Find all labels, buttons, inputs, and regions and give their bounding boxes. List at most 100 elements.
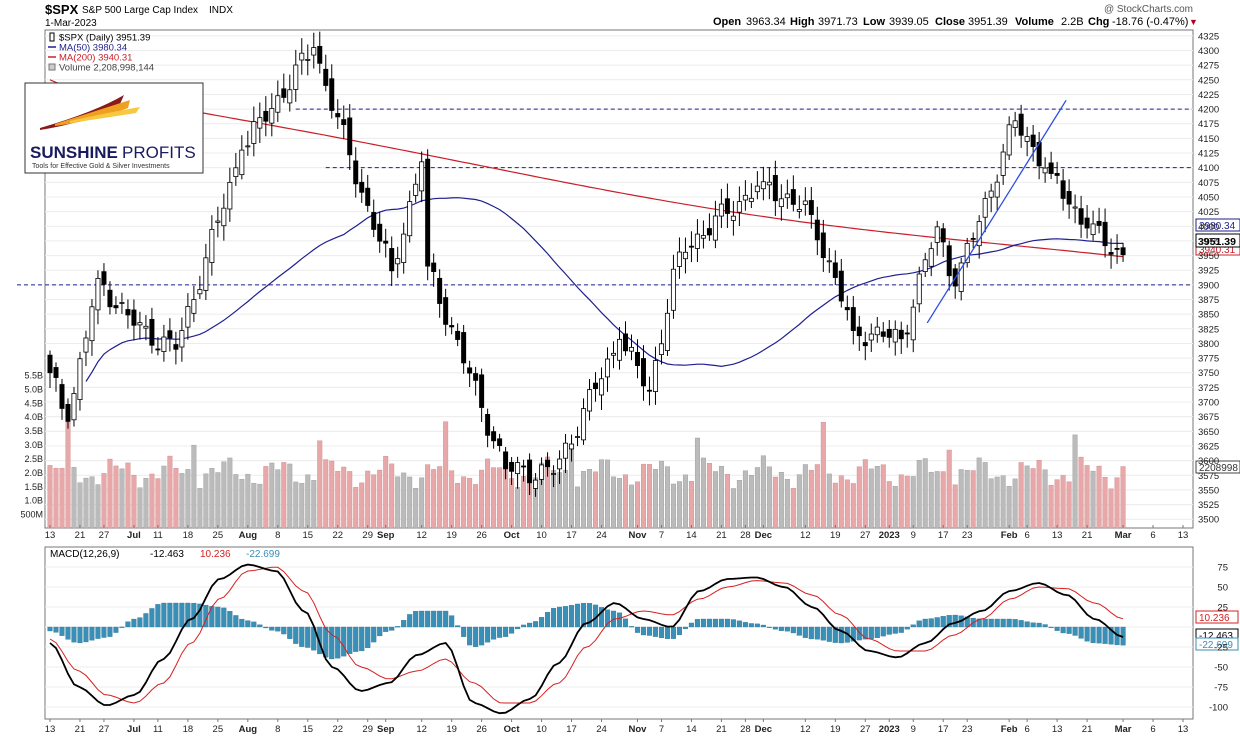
macd-hist-bar [982, 618, 988, 628]
candle-body [299, 52, 305, 61]
volume-bar [820, 421, 826, 529]
macd-hist-bar [329, 626, 335, 660]
ma200-tag: 3940.31 [1199, 245, 1236, 256]
chart-date: 1-Mar-2023 [45, 18, 97, 29]
volume-bar [317, 440, 323, 529]
x-tick-label: 14 [686, 530, 697, 541]
volume-bar [233, 474, 239, 529]
volume-bar [712, 471, 718, 529]
candle-body [587, 389, 593, 412]
volume-bar [257, 483, 263, 529]
y-tick-label: 3975 [1198, 236, 1219, 247]
macd-hist-bar [814, 626, 820, 640]
macd-hist-bar [305, 626, 311, 648]
volume-bar [365, 470, 371, 529]
chart-description: S&P 500 Large Cap Index [82, 5, 198, 16]
candle-body [682, 251, 688, 260]
volume-bar [353, 487, 359, 529]
macd-hist-bar [1108, 626, 1114, 645]
macd-hist-bar [521, 624, 527, 628]
y-tick-label: 3575 [1198, 471, 1219, 482]
volume-bar [71, 467, 77, 529]
candle-body [137, 322, 143, 326]
macd-legend: MACD(12,26,9) -12.463 10.236 -22.699 [50, 549, 280, 560]
macd-hist-bar [598, 607, 605, 628]
x-tick-label: 24 [596, 530, 607, 541]
volume-bar [437, 466, 443, 529]
y-tick-label: 4050 [1198, 192, 1219, 203]
volume-bar [491, 467, 497, 529]
y-tick-label: 4175 [1198, 119, 1219, 130]
x-tick-label: 6 [1024, 530, 1029, 541]
volume-bar [856, 466, 862, 529]
macd-hist-bar [1000, 618, 1006, 628]
ma50-tag: 3980.34 [1199, 221, 1236, 232]
x-tick-label: 29 [362, 530, 373, 541]
macd-hist-bar [742, 622, 748, 628]
candle-body [203, 257, 209, 291]
candle-body [1084, 217, 1090, 229]
x-tick-label: 6 [1150, 724, 1155, 735]
volume-bar [635, 481, 640, 529]
volume-bar [473, 484, 479, 529]
x-tick-label: 22 [332, 530, 343, 541]
y-tick-label: 3650 [1198, 427, 1219, 438]
candle-body [527, 459, 533, 484]
macd-hist-bar [916, 620, 922, 628]
macd-hist-bar [89, 626, 95, 641]
macd-hist-bar [533, 621, 539, 628]
x-tick-label: 10 [536, 724, 547, 735]
candle-body [856, 326, 862, 337]
candle-body [167, 330, 173, 339]
macd-hist-bar [934, 617, 940, 628]
macd-histogram [47, 602, 1126, 660]
macd-hist-bar [892, 626, 898, 634]
legend-item-label: Volume 2,208,998,144 [59, 63, 154, 74]
candle-body [910, 306, 916, 341]
chg-value: -18.76 (-0.47%) [1112, 16, 1188, 28]
candle-body [233, 167, 239, 178]
candle-body [904, 332, 910, 335]
volume-bar [742, 470, 748, 529]
candle-body [101, 271, 107, 285]
x-tick-label: 27 [860, 724, 871, 735]
macd-hist-bar [1090, 626, 1096, 644]
macd-hist-bar [371, 626, 377, 643]
open-value: 3963.34 [746, 16, 786, 28]
volume-bar [706, 462, 712, 529]
candle-body [131, 309, 137, 326]
macd-y-tick-label: 50 [1217, 583, 1228, 594]
macd-hist-bar [275, 626, 281, 632]
candle-body [185, 306, 191, 328]
volume-bar [778, 472, 784, 529]
macd-hist-bar [574, 603, 581, 628]
candle-body [772, 175, 778, 202]
candle-body [934, 226, 940, 243]
x-tick-label: 8 [275, 530, 280, 541]
macd-hist-bar [580, 602, 587, 628]
x-tick-label: 27 [99, 530, 110, 541]
candle-body [1012, 120, 1018, 128]
volume-bar [587, 469, 593, 529]
volume-bar [700, 457, 706, 529]
volume-bar [952, 484, 958, 529]
macd-hist-bar [664, 626, 671, 639]
volume-bar [305, 474, 311, 529]
candle-body [664, 312, 670, 351]
candle-body [754, 185, 760, 193]
volume-bar [251, 482, 257, 529]
volume-bar [149, 473, 155, 529]
volume-bar [629, 484, 634, 529]
volume-bar [1084, 465, 1090, 529]
volume-bar [754, 467, 760, 529]
candle-body [1120, 247, 1126, 256]
candle-body [706, 228, 712, 236]
volume-bar [682, 474, 688, 529]
x-tick-label: 8 [275, 724, 280, 735]
x-tick-label: 29 [362, 724, 373, 735]
candle-body [479, 374, 485, 408]
macd-hist-bar [221, 607, 227, 628]
macd-hist-bar [377, 626, 383, 637]
candle-body [790, 189, 796, 205]
